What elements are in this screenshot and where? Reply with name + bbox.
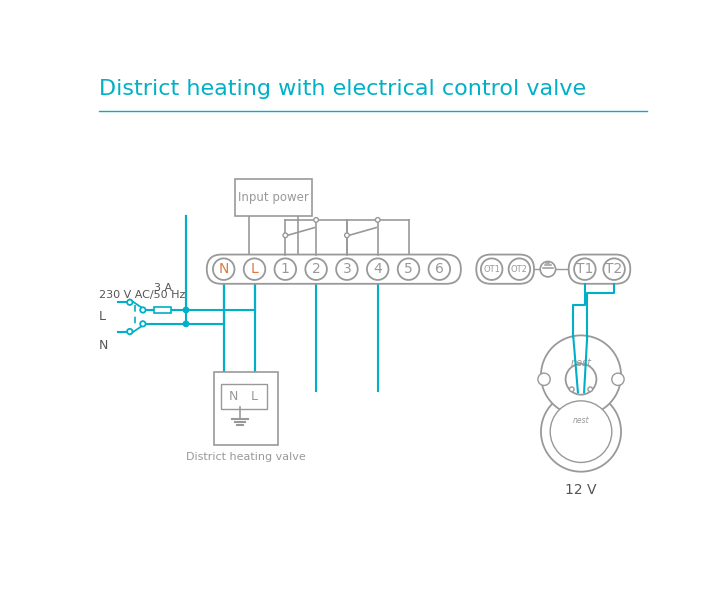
Text: District heating valve: District heating valve <box>186 452 306 462</box>
Circle shape <box>314 217 318 222</box>
Circle shape <box>244 258 265 280</box>
Circle shape <box>566 364 596 394</box>
Circle shape <box>569 387 574 391</box>
Text: N: N <box>218 262 229 276</box>
Circle shape <box>141 307 146 312</box>
Text: Input power: Input power <box>238 191 309 204</box>
Circle shape <box>305 258 327 280</box>
FancyBboxPatch shape <box>235 179 312 216</box>
Text: nest: nest <box>571 358 592 368</box>
Circle shape <box>509 258 530 280</box>
Text: L: L <box>99 309 106 323</box>
Text: T2: T2 <box>606 262 622 276</box>
Text: 2: 2 <box>312 262 320 276</box>
Text: nest: nest <box>573 416 589 425</box>
Circle shape <box>127 299 132 305</box>
Circle shape <box>283 233 288 238</box>
Text: 3: 3 <box>343 262 352 276</box>
Circle shape <box>538 373 550 386</box>
Text: OT2: OT2 <box>511 265 528 274</box>
Text: OT1: OT1 <box>483 265 500 274</box>
Circle shape <box>376 217 380 222</box>
Circle shape <box>604 258 625 280</box>
Circle shape <box>344 233 349 238</box>
FancyBboxPatch shape <box>154 307 171 313</box>
Text: 1: 1 <box>281 262 290 276</box>
Text: 3 A: 3 A <box>154 283 172 293</box>
FancyBboxPatch shape <box>207 255 461 284</box>
Circle shape <box>183 321 189 327</box>
Text: 12 V: 12 V <box>565 483 597 497</box>
Text: T1: T1 <box>576 262 593 276</box>
FancyBboxPatch shape <box>569 255 630 284</box>
Text: L: L <box>251 390 258 403</box>
Circle shape <box>550 401 612 463</box>
Text: 230 V AC/50 Hz: 230 V AC/50 Hz <box>99 290 186 299</box>
Text: 4: 4 <box>373 262 382 276</box>
Circle shape <box>367 258 389 280</box>
Circle shape <box>612 373 624 386</box>
Circle shape <box>429 258 450 280</box>
FancyBboxPatch shape <box>476 255 534 284</box>
Circle shape <box>213 258 234 280</box>
Circle shape <box>127 329 132 334</box>
Circle shape <box>141 321 146 327</box>
Text: District heating with electrical control valve: District heating with electrical control… <box>99 79 586 99</box>
Circle shape <box>588 387 593 391</box>
Circle shape <box>541 391 621 472</box>
Circle shape <box>540 261 555 277</box>
Circle shape <box>574 258 596 280</box>
FancyBboxPatch shape <box>221 384 267 409</box>
Circle shape <box>541 336 621 415</box>
Text: N: N <box>99 339 108 352</box>
Circle shape <box>274 258 296 280</box>
Circle shape <box>481 258 502 280</box>
FancyBboxPatch shape <box>215 372 277 445</box>
Circle shape <box>336 258 357 280</box>
Text: 5: 5 <box>404 262 413 276</box>
Circle shape <box>183 307 189 312</box>
Circle shape <box>397 258 419 280</box>
Text: 6: 6 <box>435 262 444 276</box>
Text: L: L <box>250 262 258 276</box>
Text: N: N <box>229 390 237 403</box>
